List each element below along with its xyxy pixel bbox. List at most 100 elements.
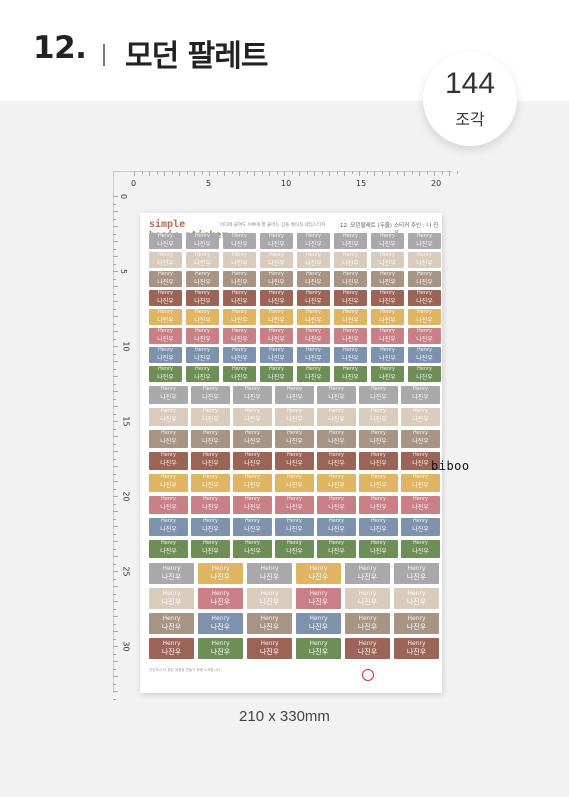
name-sticker: Henry 나진우 (394, 613, 439, 634)
name-sticker: Henry 나진우 (401, 496, 440, 514)
sticker-english-name: Henry (162, 640, 181, 647)
name-sticker: Henry 나진우 (275, 518, 314, 536)
sticker-english-name: Henry (328, 496, 345, 502)
sticker-korean-name: 나진우 (416, 298, 433, 305)
sticker-english-name: Henry (286, 408, 303, 414)
sticker-korean-name: 나진우 (328, 394, 345, 401)
ruler-tick (113, 436, 118, 437)
ruler-tick (113, 563, 116, 565)
sticker-english-name: Henry (379, 252, 396, 258)
sticker-english-name: Henry (194, 233, 211, 239)
name-sticker: Henry 나진우 (359, 474, 398, 492)
sticker-english-name: Henry (202, 452, 219, 458)
sticker-korean-name: 나진우 (416, 279, 433, 286)
sticker-korean-name: 나진우 (157, 241, 174, 248)
sticker-english-name: Henry (244, 430, 261, 436)
name-sticker: Henry 나진우 (149, 386, 188, 404)
ruler-tick (113, 503, 116, 505)
ruler-tick (113, 608, 116, 610)
sticker-korean-name: 나진우 (305, 241, 322, 248)
sticker-korean-name: 나진우 (412, 416, 429, 423)
ruler-tick (306, 171, 308, 174)
sticker-english-name: Henry (328, 408, 345, 414)
sticker-korean-name: 나진우 (416, 336, 433, 343)
sticker-english-name: Henry (412, 430, 429, 436)
sticker-english-name: Henry (309, 590, 328, 597)
name-sticker: Henry 나진우 (191, 408, 230, 426)
ruler-tick (113, 301, 118, 302)
sticker-korean-name: 나진우 (328, 482, 345, 489)
name-sticker: Henry 나진우 (345, 613, 390, 634)
sticker-english-name: Henry (260, 565, 279, 572)
sticker-korean-name: 나진우 (328, 504, 345, 511)
ruler-tick (113, 443, 116, 445)
sticker-korean-name: 나진우 (194, 279, 211, 286)
name-sticker: Henry 나진우 (394, 638, 439, 659)
name-sticker: Henry 나진우 (198, 613, 243, 634)
name-sticker: Henry 나진우 (408, 309, 441, 325)
ruler-left-number: 0 (119, 193, 129, 200)
sticker-english-name: Henry (416, 328, 433, 334)
sticker-korean-name: 나진우 (305, 279, 322, 286)
name-sticker: Henry 나진우 (149, 540, 188, 558)
sticker-english-name: Henry (202, 474, 219, 480)
sticker-korean-name: 나진우 (379, 374, 396, 381)
sticker-korean-name: 나진우 (268, 336, 285, 343)
sticker-korean-name: 나진우 (244, 460, 261, 467)
ruler-top-number: 15 (356, 179, 367, 188)
sticker-english-name: Henry (202, 496, 219, 502)
sticker-korean-name: 나진우 (370, 460, 387, 467)
ruler-tick (113, 421, 118, 422)
ruler-tick (329, 171, 330, 176)
sticker-english-name: Henry (328, 386, 345, 392)
name-sticker: Henry 나진우 (260, 290, 293, 306)
ruler-tick (374, 171, 375, 176)
sticker-english-name: Henry (160, 496, 177, 502)
name-sticker: Henry 나진우 (334, 233, 367, 249)
ruler-tick (113, 541, 118, 542)
sticker-korean-name: 나진우 (231, 241, 248, 248)
sticker-english-name: Henry (202, 386, 219, 392)
sticker-korean-name: 나진우 (286, 548, 303, 555)
ruler-tick (141, 171, 143, 174)
ruler-tick (113, 653, 116, 655)
name-sticker: Henry 나진우 (371, 252, 404, 268)
name-sticker: Henry 나진우 (297, 309, 330, 325)
name-sticker: Henry 나진우 (149, 328, 182, 344)
sticker-korean-name: 나진우 (328, 526, 345, 533)
sticker-english-name: Henry (416, 309, 433, 315)
sticker-korean-name: 나진우 (157, 279, 174, 286)
name-sticker: Henry 나진우 (408, 233, 441, 249)
ruler-tick (113, 316, 118, 317)
name-sticker: Henry 나진우 (345, 588, 390, 609)
name-sticker: Henry 나진우 (191, 496, 230, 514)
sticker-korean-name: 나진우 (160, 460, 177, 467)
sticker-english-name: Henry (358, 590, 377, 597)
sticker-korean-name: 나진우 (160, 548, 177, 555)
name-sticker: Henry 나진우 (186, 271, 219, 287)
sticker-english-name: Henry (416, 347, 433, 353)
ruler-left-number: 10 (121, 341, 131, 352)
name-sticker: Henry 나진우 (408, 347, 441, 363)
sticker-korean-name: 나진우 (412, 548, 429, 555)
name-sticker: Henry 나진우 (401, 452, 440, 470)
sticker-english-name: Henry (244, 408, 261, 414)
name-sticker: Henry 나진우 (149, 452, 188, 470)
sticker-korean-name: 나진우 (286, 504, 303, 511)
sticker-korean-name: 나진우 (244, 416, 261, 423)
name-sticker: Henry 나진우 (275, 474, 314, 492)
ruler-tick (209, 171, 210, 176)
sticker-english-name: Henry (370, 452, 387, 458)
sticker-korean-name: 나진우 (231, 317, 248, 324)
name-sticker: Henry 나진우 (408, 271, 441, 287)
sticker-english-name: Henry (268, 366, 285, 372)
name-sticker: Henry 나진우 (275, 386, 314, 404)
sticker-korean-name: 나진우 (202, 482, 219, 489)
ruler-tick (381, 171, 383, 174)
piece-count-badge: 144 조각 (423, 52, 517, 146)
name-sticker: Henry 나진우 (317, 540, 356, 558)
name-sticker: Henry 나진우 (334, 252, 367, 268)
ruler-tick (113, 481, 118, 482)
sticker-english-name: Henry (286, 496, 303, 502)
sticker-english-name: Henry (244, 452, 261, 458)
